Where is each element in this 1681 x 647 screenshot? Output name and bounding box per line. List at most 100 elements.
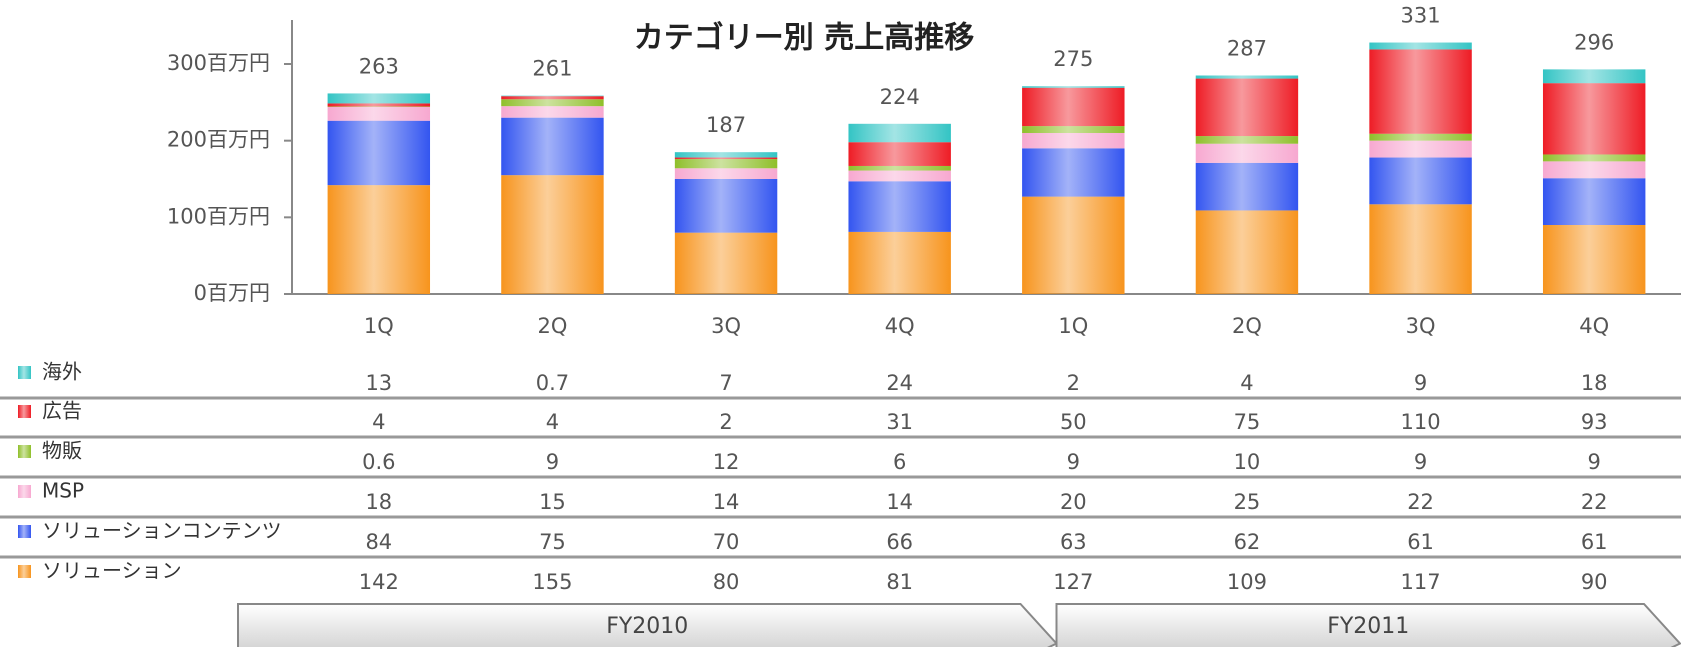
table-value: 50 (1060, 410, 1087, 434)
table-value: 142 (359, 570, 399, 594)
bar-segment (1542, 69, 1646, 84)
bar-segment (1542, 83, 1646, 155)
legend-label: 海外 (42, 360, 82, 384)
chart-title: カテゴリー別 売上高推移 (634, 21, 974, 56)
total-label: 275 (1053, 47, 1093, 71)
bar-segment (848, 142, 951, 166)
bar-segment (1022, 133, 1125, 149)
bar-segment (848, 165, 951, 171)
legend-swatch (18, 445, 31, 458)
bar-segment (1542, 225, 1646, 294)
table-value: 62 (1234, 530, 1261, 554)
bar-segment (501, 117, 604, 176)
legend-swatch (18, 525, 31, 538)
legend-label: 広告 (42, 399, 82, 423)
table-value: 7 (719, 371, 732, 395)
bar-segment (1195, 162, 1299, 211)
bar-segment (501, 96, 604, 100)
x-tick-label: 1Q (1058, 314, 1088, 338)
table-value: 10 (1234, 450, 1261, 474)
table-value: 117 (1401, 570, 1441, 594)
table-value: 75 (1234, 410, 1261, 434)
bar-segment (1195, 78, 1299, 137)
table-value: 2 (1067, 371, 1080, 395)
table-value: 18 (1581, 371, 1608, 395)
y-tick-label: 100百万円 (167, 204, 270, 228)
bar-segment (1542, 154, 1646, 162)
bar-segment (848, 181, 951, 232)
table-value: 93 (1581, 410, 1608, 434)
bar-segment (327, 93, 431, 104)
table-value: 22 (1581, 490, 1608, 514)
table-value: 9 (546, 450, 559, 474)
bar-segment (501, 95, 604, 97)
table-value: 9 (1414, 371, 1427, 395)
bar-segment (1022, 86, 1125, 88)
table-value: 4 (372, 410, 385, 434)
table-value: 9 (1067, 450, 1080, 474)
legend-label: ソリューションコンテンツ (42, 519, 282, 543)
fiscal-year-label: FY2011 (1327, 614, 1409, 639)
legend-swatch (18, 565, 31, 578)
bar-segment (1195, 210, 1299, 294)
table-value: 18 (365, 490, 392, 514)
bar-segment (1022, 87, 1125, 127)
total-label: 261 (532, 57, 572, 81)
legend-label: ソリューション (42, 559, 182, 583)
bar-segment (848, 123, 951, 143)
total-label: 263 (359, 54, 399, 78)
table-value: 22 (1407, 490, 1434, 514)
bar-segment (674, 232, 778, 294)
table-value: 20 (1060, 490, 1087, 514)
bar-segment (674, 152, 778, 158)
x-tick-label: 2Q (1232, 314, 1262, 338)
x-tick-label: 3Q (711, 314, 741, 338)
bar-segment (1369, 157, 1472, 205)
table-value: 12 (713, 450, 740, 474)
bar-segment (1369, 42, 1472, 50)
table-value: 0.7 (536, 371, 569, 395)
bar-segment (501, 99, 604, 107)
total-label: 296 (1574, 30, 1614, 54)
bar-segment (1195, 136, 1299, 144)
x-tick-label: 2Q (537, 314, 567, 338)
table-value: 9 (1414, 450, 1427, 474)
fiscal-year-arrow (1055, 603, 1681, 647)
y-tick-label: 300百万円 (167, 51, 270, 75)
x-tick-label: 1Q (364, 314, 394, 338)
table-value: 81 (886, 570, 913, 594)
bar-segment (1369, 133, 1472, 141)
table-value: 25 (1234, 490, 1261, 514)
bar-segment (1022, 196, 1125, 294)
bar-segment (1369, 204, 1472, 294)
bar-segment (1022, 148, 1125, 197)
table-value: 9 (1588, 450, 1601, 474)
table-value: 66 (886, 530, 913, 554)
bar-segment (1022, 126, 1125, 133)
x-tick-label: 4Q (1579, 314, 1609, 338)
table-value: 109 (1227, 570, 1267, 594)
bar-segment (674, 159, 778, 169)
bar-segment (327, 106, 431, 121)
x-tick-label: 3Q (1406, 314, 1436, 338)
table-value: 84 (365, 530, 392, 554)
bar-segment (1542, 178, 1646, 225)
table-value: 0.6 (362, 450, 395, 474)
table-value: 15 (539, 490, 566, 514)
table-value: 61 (1581, 530, 1608, 554)
legend-swatch (18, 405, 31, 418)
table-value: 127 (1053, 570, 1093, 594)
bar-segment (501, 175, 604, 294)
table-value: 61 (1407, 530, 1434, 554)
x-tick-label: 4Q (885, 314, 915, 338)
legend-label: 物販 (42, 439, 82, 463)
bar-segment (327, 185, 431, 294)
bar-segment (848, 231, 951, 294)
bar-segment (674, 179, 778, 233)
table-value: 63 (1060, 530, 1087, 554)
table-value: 4 (546, 410, 559, 434)
total-label: 187 (706, 113, 746, 137)
table-value: 14 (886, 490, 913, 514)
bar-segment (1542, 161, 1646, 179)
